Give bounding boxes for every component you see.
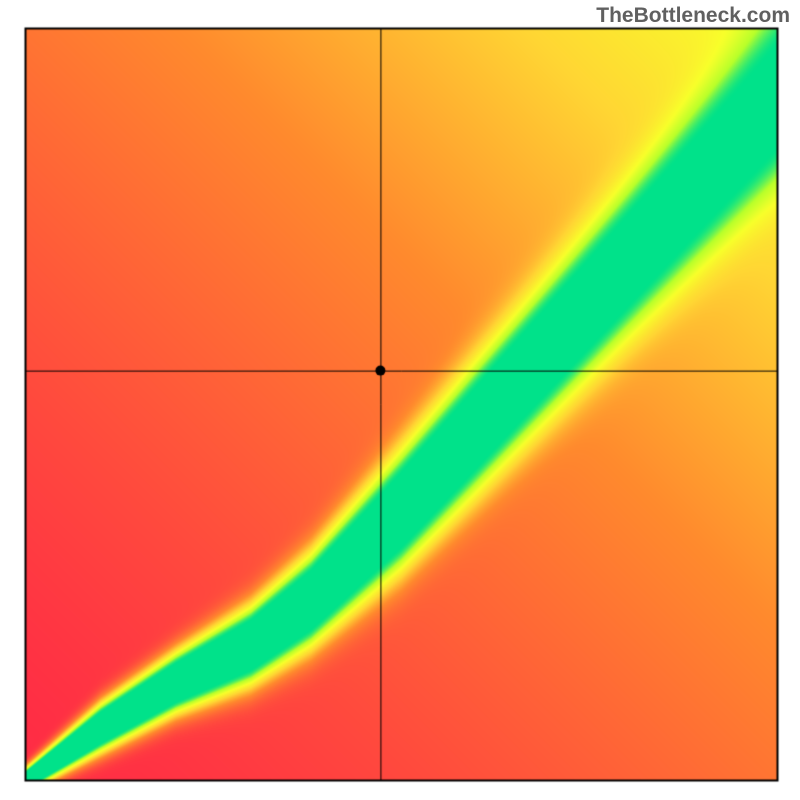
watermark-text: TheBottleneck.com [596,4,790,28]
heatmap-canvas [0,0,800,800]
chart-container: TheBottleneck.com [0,0,800,800]
